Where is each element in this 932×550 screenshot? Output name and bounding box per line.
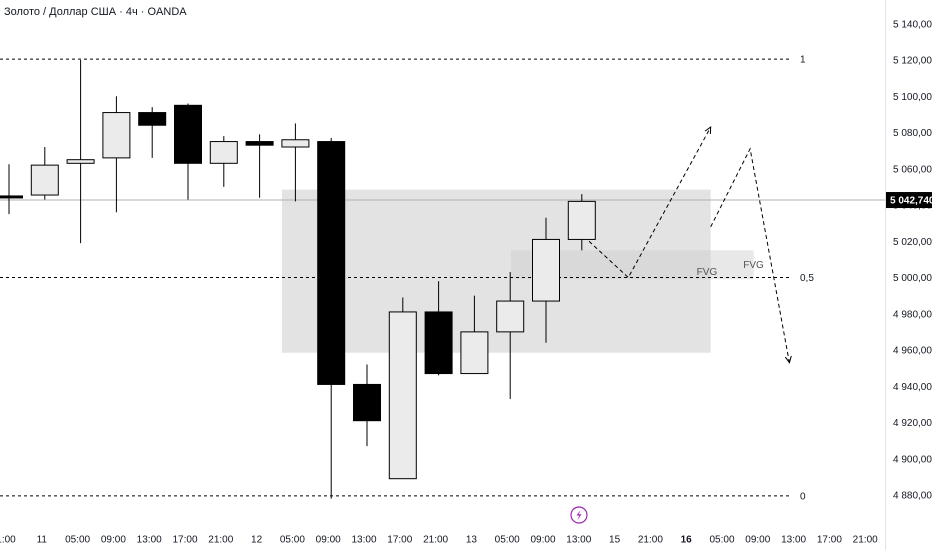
x-tick-label: 16 [681, 535, 693, 546]
candle [245, 134, 274, 198]
y-tick-label: 5 020,000 [893, 237, 932, 248]
candle-body [0, 195, 23, 199]
y-tick-label: 5 120,000 [893, 56, 932, 67]
x-tick-label: 13:00 [566, 535, 591, 546]
candle [66, 60, 95, 244]
candle [317, 137, 346, 499]
candle-body [388, 311, 417, 480]
candle-body [496, 300, 525, 333]
x-tick-label: 13:00 [351, 535, 376, 546]
x-tick-label: 09:00 [530, 535, 555, 546]
candle [30, 147, 59, 200]
x-tick-label: 05:00 [280, 535, 305, 546]
x-tick-label: 13 [466, 535, 478, 546]
y-tick-label: 5 060,000 [893, 164, 932, 175]
y-tick-label: 4 880,000 [893, 491, 932, 502]
candle-body [281, 139, 310, 148]
candle-body [567, 200, 596, 240]
candle-body [317, 141, 346, 385]
lightning-icon[interactable] [570, 506, 588, 524]
y-tick-label: 5 080,000 [893, 128, 932, 139]
chart-title: Золото / Доллар США · 4ч · OANDA [4, 6, 187, 18]
candle-body [209, 141, 238, 164]
projection-path [710, 147, 790, 363]
y-tick-label: 4 900,000 [893, 454, 932, 465]
x-tick-label: 05:00 [65, 535, 90, 546]
x-tick-label: 13:00 [781, 535, 806, 546]
y-tick-label: 5 140,000 [893, 19, 932, 30]
candle [424, 281, 453, 376]
y-tick-label: 4 920,000 [893, 418, 932, 429]
candle [567, 194, 596, 251]
x-tick-label: 21:00 [423, 535, 448, 546]
candle-body [30, 164, 59, 196]
x-tick-label: 12 [251, 535, 263, 546]
x-tick-label: 21:00 [638, 535, 663, 546]
x-tick-label: 09:00 [745, 535, 770, 546]
candle [532, 217, 560, 343]
candle-body [102, 112, 131, 159]
level-label: 0 [800, 491, 806, 502]
candle-body [532, 238, 560, 302]
y-tick-label: 4 960,000 [893, 346, 932, 357]
projection-arrow-head [784, 355, 792, 364]
candle [388, 297, 417, 480]
lightning-icon-bolt [576, 510, 582, 520]
candle-body [66, 159, 95, 164]
x-tick-label: 09:00 [101, 535, 126, 546]
x-tick-label: 05:00 [709, 535, 734, 546]
candle-body [245, 141, 274, 146]
y-tick-label: 4 940,000 [893, 382, 932, 393]
y-tick-label: 5 000,000 [893, 273, 932, 284]
x-tick-label: 13:00 [137, 535, 162, 546]
x-tick-label: 09:00 [316, 535, 341, 546]
candle [281, 123, 310, 202]
candle [209, 136, 238, 187]
candle [102, 96, 131, 213]
x-tick-label: 17:00 [817, 535, 842, 546]
candle [353, 364, 381, 447]
candle-body [353, 383, 381, 422]
fvg-label: FVG [743, 260, 764, 271]
level-label: 1 [800, 55, 806, 66]
x-tick-label: 21:00 [208, 535, 233, 546]
projection-path [588, 126, 712, 279]
projection-arrow-head [704, 126, 712, 135]
x-tick-label: 15 [609, 535, 621, 546]
candle-body [174, 104, 202, 164]
current-price-badge [886, 192, 932, 209]
candle [174, 103, 202, 200]
x-tick-label: 21:00 [853, 535, 878, 546]
candle-body [460, 331, 489, 375]
candle-body [138, 112, 167, 126]
current-price-label: 5 042,740 [890, 196, 932, 207]
candle-body [424, 311, 453, 375]
x-tick-label: 05:00 [495, 535, 520, 546]
x-tick-label: 11 [37, 535, 48, 546]
level-label: 0,5 [800, 273, 814, 284]
candle [138, 107, 167, 158]
x-tick-label: 17:00 [387, 535, 412, 546]
candle [0, 164, 23, 215]
fvg-label: FVG [697, 267, 718, 278]
y-tick-label: 4 980,000 [893, 309, 932, 320]
y-tick-label: 5 100,000 [893, 92, 932, 103]
x-tick-label: 17:00 [172, 535, 197, 546]
candle [496, 272, 525, 399]
candle [460, 295, 489, 375]
x-tick-label: 1:00 [0, 535, 16, 546]
